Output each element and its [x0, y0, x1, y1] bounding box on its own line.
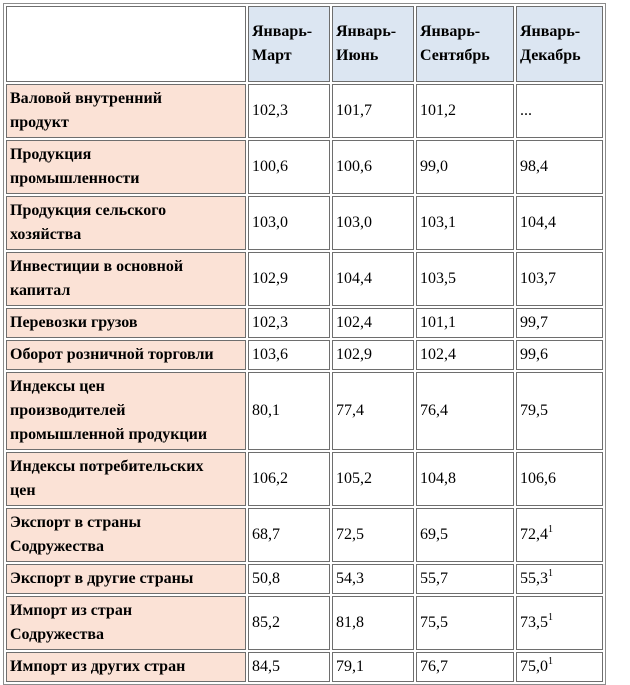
- value-cell: 100,6: [332, 140, 414, 194]
- value-cell: 104,4: [516, 196, 603, 250]
- header-row: Январь- Март Январь- Июнь Январь- Сентябрь …: [6, 6, 603, 82]
- value-cell: ...: [516, 84, 603, 138]
- value-cell: 79,5: [516, 372, 603, 450]
- value-cell: 102,9: [332, 340, 414, 370]
- table-row: Оборот розничной торговли 103,6 102,9 10…: [6, 340, 603, 370]
- value-cell: 80,1: [248, 372, 330, 450]
- value-cell: 77,4: [332, 372, 414, 450]
- value-cell: 103,1: [416, 196, 514, 250]
- table-row: Продукция сельского хозяйства 103,0 103,0…: [6, 196, 603, 250]
- table-row: Перевозки грузов 102,3 102,4 101,1 99,7: [6, 308, 603, 338]
- value-cell: 76,4: [416, 372, 514, 450]
- table-row: Импорт из других стран 84,5 79,1 76,7 75…: [6, 652, 603, 682]
- value-cell: 103,0: [332, 196, 414, 250]
- value-cell: 102,4: [332, 308, 414, 338]
- value-cell: 55,7: [416, 564, 514, 594]
- value-cell: 99,0: [416, 140, 514, 194]
- value-cell: 72,5: [332, 508, 414, 562]
- value-cell: 102,3: [248, 84, 330, 138]
- value-cell: 54,3: [332, 564, 414, 594]
- row-label: Продукция промышленности: [6, 140, 246, 194]
- table-row: Импорт из стран Содружества 85,2 81,8 75,…: [6, 596, 603, 650]
- table-row: Валовой внутренний продукт 102,3 101,7 10…: [6, 84, 603, 138]
- row-label: Экспорт в другие страны: [6, 564, 246, 594]
- value-cell: 99,6: [516, 340, 603, 370]
- footnote-marker: 1: [548, 567, 553, 579]
- col-header-sep: Январь- Сентябрь: [416, 6, 514, 82]
- value-cell: 101,2: [416, 84, 514, 138]
- footnote-marker: 1: [548, 655, 553, 667]
- value-cell: 103,0: [248, 196, 330, 250]
- row-label: Продукция сельского хозяйства: [6, 196, 246, 250]
- value-cell: 106,6: [516, 452, 603, 506]
- row-label: Валовой внутренний продукт: [6, 84, 246, 138]
- col-header-mar: Январь- Март: [248, 6, 330, 82]
- value-cell: 98,4: [516, 140, 603, 194]
- value-cell: 102,9: [248, 252, 330, 306]
- value-cell: 101,1: [416, 308, 514, 338]
- row-label: Инвестиции в основной капитал: [6, 252, 246, 306]
- table-row: Продукция промышленности 100,6 100,6 99,0…: [6, 140, 603, 194]
- footnote-marker: 1: [548, 611, 553, 623]
- value-cell: 99,7: [516, 308, 603, 338]
- table-row: Экспорт в страны Содружества 68,7 72,5 69…: [6, 508, 603, 562]
- row-label: Перевозки грузов: [6, 308, 246, 338]
- value-cell: 104,4: [332, 252, 414, 306]
- statistics-table: Январь- Март Январь- Июнь Январь- Сентябрь …: [3, 3, 606, 685]
- value-cell: 103,6: [248, 340, 330, 370]
- value-cell: 103,7: [516, 252, 603, 306]
- value-cell: 84,5: [248, 652, 330, 682]
- value-cell: 55,31: [516, 564, 603, 594]
- value-cell: 81,8: [332, 596, 414, 650]
- value-cell: 102,3: [248, 308, 330, 338]
- value-cell: 103,5: [416, 252, 514, 306]
- value-cell: 69,5: [416, 508, 514, 562]
- value-cell: 79,1: [332, 652, 414, 682]
- row-label: Индексы цен производителей промышленной пр…: [6, 372, 246, 450]
- table-row: Инвестиции в основной капитал 102,9 104,4…: [6, 252, 603, 306]
- value-cell: 101,7: [332, 84, 414, 138]
- row-label: Импорт из других стран: [6, 652, 246, 682]
- row-label: Индексы потребительских цен: [6, 452, 246, 506]
- value-cell: 104,8: [416, 452, 514, 506]
- footnote-marker: 1: [548, 523, 553, 535]
- value-cell: 106,2: [248, 452, 330, 506]
- value-cell: 50,8: [248, 564, 330, 594]
- value-cell: 85,2: [248, 596, 330, 650]
- value-cell: 76,7: [416, 652, 514, 682]
- value-cell: 68,7: [248, 508, 330, 562]
- table-row: Экспорт в другие страны 50,8 54,3 55,7 5…: [6, 564, 603, 594]
- value-cell: 100,6: [248, 140, 330, 194]
- table-row: Индексы цен производителей промышленной пр…: [6, 372, 603, 450]
- value-cell: 75,5: [416, 596, 514, 650]
- row-label: Экспорт в страны Содружества: [6, 508, 246, 562]
- table-row: Индексы потребительских цен 106,2 105,2 1…: [6, 452, 603, 506]
- row-label: Импорт из стран Содружества: [6, 596, 246, 650]
- value-cell: 72,41: [516, 508, 603, 562]
- col-header-dec: Январь- Декабрь: [516, 6, 603, 82]
- row-label: Оборот розничной торговли: [6, 340, 246, 370]
- value-cell: 75,01: [516, 652, 603, 682]
- corner-cell: [6, 6, 246, 82]
- value-cell: 73,51: [516, 596, 603, 650]
- col-header-jun: Январь- Июнь: [332, 6, 414, 82]
- value-cell: 105,2: [332, 452, 414, 506]
- value-cell: 102,4: [416, 340, 514, 370]
